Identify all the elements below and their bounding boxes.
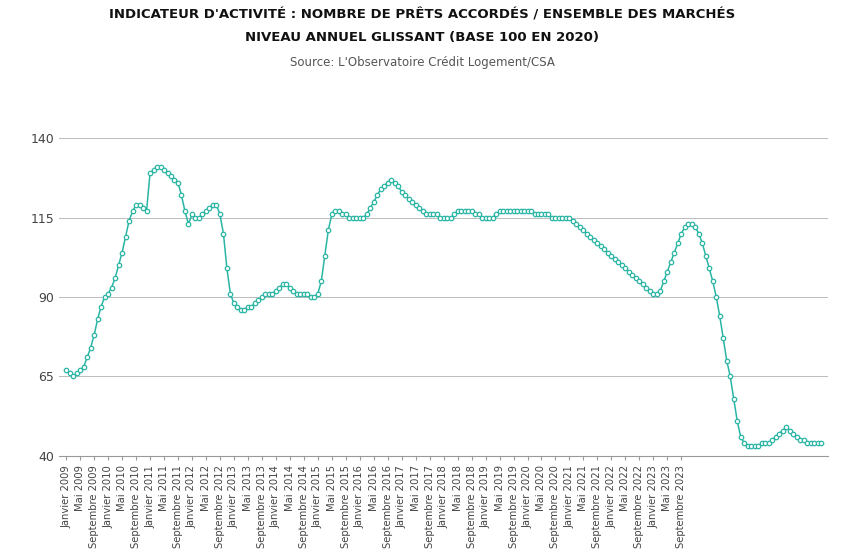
Text: Source: L'Observatoire Crédit Logement/CSA: Source: L'Observatoire Crédit Logement/C…: [289, 56, 555, 68]
Text: INDICATEUR D'ACTIVITÉ : NOMBRE DE PRÊTS ACCORDÉS / ENSEMBLE DES MARCHÉS: INDICATEUR D'ACTIVITÉ : NOMBRE DE PRÊTS …: [109, 8, 735, 21]
Text: NIVEAU ANNUEL GLISSANT (BASE 100 EN 2020): NIVEAU ANNUEL GLISSANT (BASE 100 EN 2020…: [246, 31, 598, 43]
